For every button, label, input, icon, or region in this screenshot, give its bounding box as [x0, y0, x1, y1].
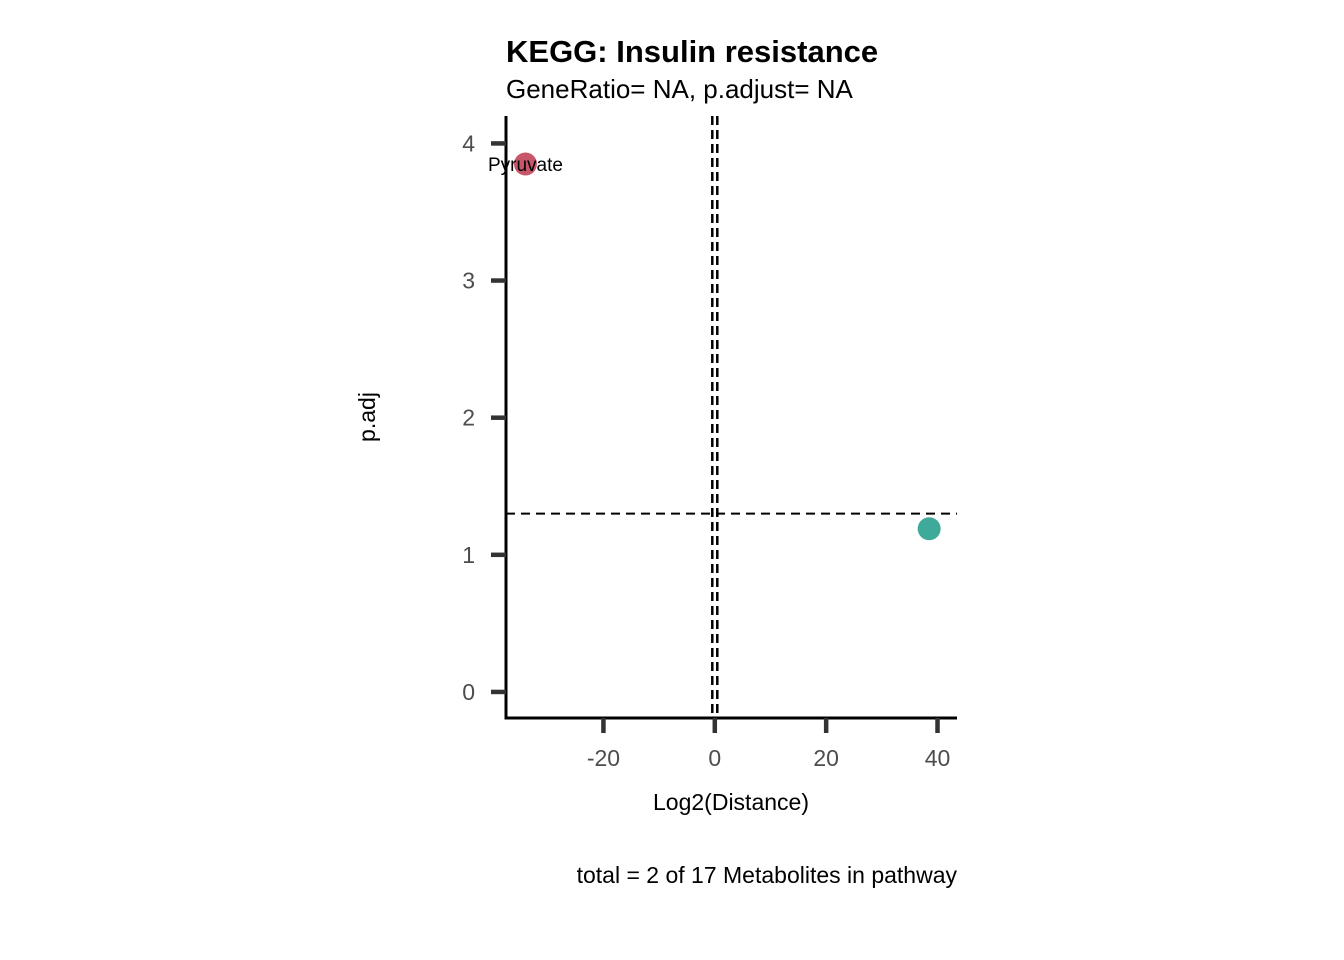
chart-subtitle: GeneRatio= NA, p.adjust= NA — [506, 74, 854, 104]
x-tick-label: 40 — [925, 745, 951, 771]
reference-lines — [506, 116, 957, 718]
chart-caption: total = 2 of 17 Metabolites in pathway — [577, 862, 958, 888]
y-tick-label: 3 — [462, 268, 475, 294]
x-axis-title: Log2(Distance) — [653, 789, 809, 815]
x-tick-label: 20 — [813, 745, 839, 771]
axes — [504, 116, 957, 720]
x-tick-label: 0 — [708, 745, 721, 771]
data-point-label: Pyruvate — [488, 155, 563, 176]
point-labels: Pyruvate — [488, 155, 563, 176]
header: KEGG: Insulin resistance GeneRatio= NA, … — [506, 34, 878, 104]
y-axis-title: p.adj — [354, 392, 380, 442]
data-point — [917, 517, 941, 541]
y-tick-label: 1 — [462, 542, 475, 568]
y-tick-label: 0 — [462, 679, 475, 705]
x-tick-label: -20 — [587, 745, 620, 771]
y-axis-ticks: 0 1 2 3 4 — [462, 130, 506, 705]
y-tick-label: 4 — [462, 130, 475, 156]
x-axis-ticks: -20 0 20 40 — [587, 718, 950, 771]
data-points — [513, 152, 941, 541]
data-point — [513, 152, 537, 176]
y-tick-label: 2 — [462, 405, 475, 431]
chart-title: KEGG: Insulin resistance — [506, 34, 878, 69]
